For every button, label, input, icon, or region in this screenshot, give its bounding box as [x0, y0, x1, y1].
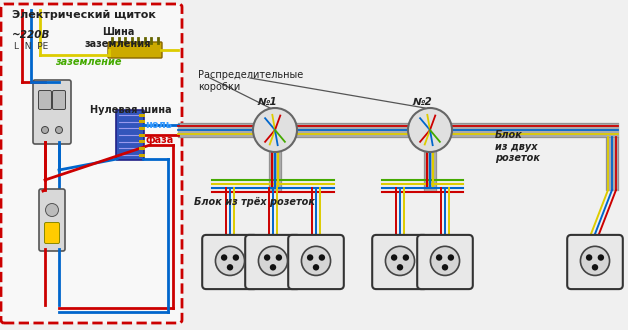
FancyBboxPatch shape: [567, 235, 623, 289]
Circle shape: [586, 254, 592, 261]
Circle shape: [313, 264, 319, 271]
Text: Электрический щиток: Электрический щиток: [12, 10, 156, 20]
Bar: [139, 147, 145, 150]
Circle shape: [391, 254, 398, 261]
Bar: [139, 140, 145, 143]
FancyBboxPatch shape: [417, 235, 473, 289]
Circle shape: [227, 264, 233, 271]
Circle shape: [276, 254, 282, 261]
FancyBboxPatch shape: [38, 90, 51, 110]
Circle shape: [301, 246, 330, 276]
Circle shape: [386, 246, 414, 276]
Circle shape: [55, 126, 63, 134]
Text: Блок из трёх розеток: Блок из трёх розеток: [195, 197, 315, 207]
Circle shape: [270, 264, 276, 271]
Circle shape: [408, 108, 452, 152]
Circle shape: [307, 254, 313, 261]
Circle shape: [441, 264, 448, 271]
Text: L  N  PE: L N PE: [14, 42, 48, 51]
Text: №2: №2: [412, 97, 432, 107]
Circle shape: [580, 246, 610, 276]
Circle shape: [318, 254, 325, 261]
Circle shape: [253, 108, 297, 152]
Circle shape: [430, 246, 460, 276]
Circle shape: [41, 126, 48, 134]
Circle shape: [403, 254, 409, 261]
Text: Распределительные
коробки: Распределительные коробки: [198, 70, 303, 92]
Circle shape: [397, 264, 403, 271]
Circle shape: [215, 246, 244, 276]
FancyBboxPatch shape: [372, 235, 428, 289]
Circle shape: [221, 254, 227, 261]
Bar: [139, 153, 145, 156]
Circle shape: [232, 254, 239, 261]
FancyBboxPatch shape: [45, 222, 60, 244]
Circle shape: [259, 246, 288, 276]
Text: Блок
из двух
розеток: Блок из двух розеток: [495, 130, 540, 163]
FancyBboxPatch shape: [33, 80, 71, 144]
Circle shape: [592, 264, 598, 271]
Text: №1: №1: [257, 97, 277, 107]
Circle shape: [448, 254, 454, 261]
FancyBboxPatch shape: [39, 189, 65, 251]
Text: ~220В: ~220В: [12, 30, 50, 40]
Text: заземление: заземление: [55, 57, 121, 67]
Text: фаза: фаза: [145, 135, 173, 145]
Circle shape: [598, 254, 604, 261]
FancyBboxPatch shape: [116, 110, 144, 160]
FancyBboxPatch shape: [288, 235, 344, 289]
Circle shape: [436, 254, 442, 261]
Circle shape: [45, 204, 58, 216]
FancyBboxPatch shape: [1, 4, 182, 323]
Circle shape: [264, 254, 270, 261]
Bar: [139, 127, 145, 130]
FancyBboxPatch shape: [53, 90, 65, 110]
FancyBboxPatch shape: [245, 235, 301, 289]
Text: Шина
заземления: Шина заземления: [85, 27, 151, 49]
FancyBboxPatch shape: [108, 42, 162, 58]
Text: ноль: ноль: [145, 120, 172, 130]
Bar: [139, 134, 145, 137]
Bar: [139, 120, 145, 123]
FancyBboxPatch shape: [202, 235, 258, 289]
Text: Нулевая шина: Нулевая шина: [90, 105, 171, 115]
Bar: [139, 114, 145, 116]
